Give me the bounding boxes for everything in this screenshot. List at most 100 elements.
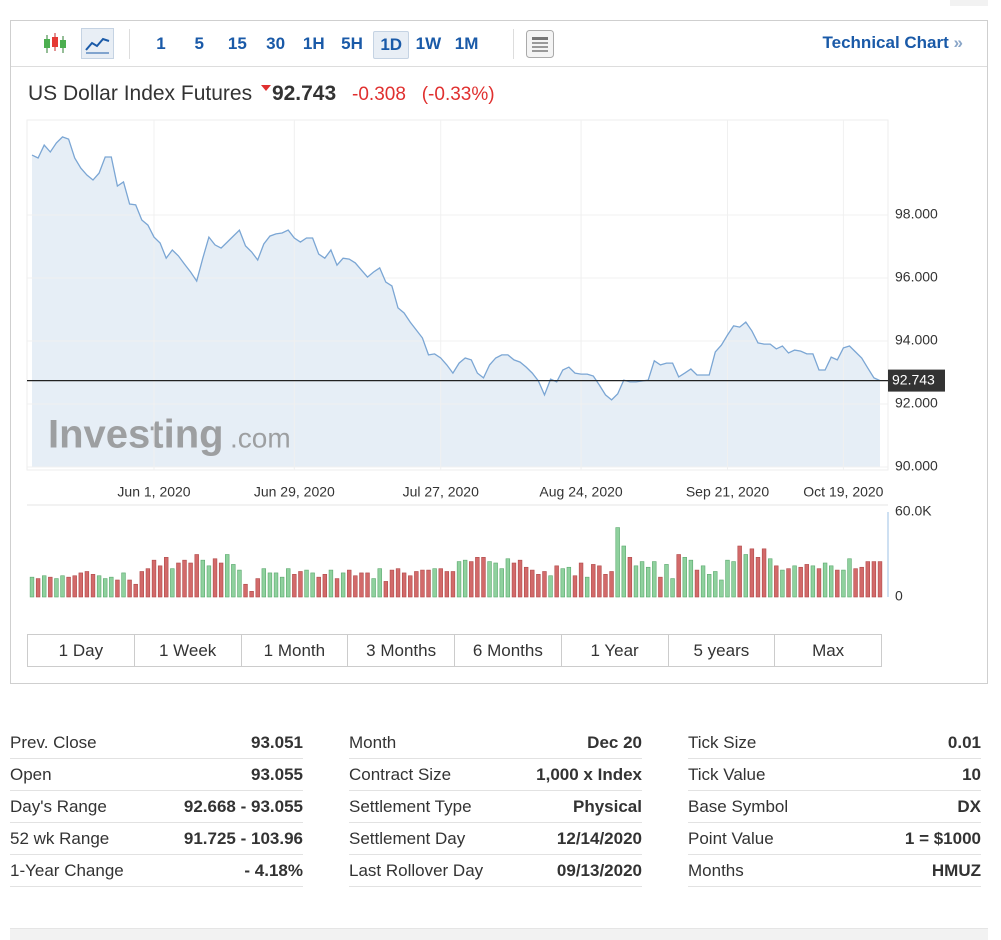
volume-bar — [816, 568, 822, 598]
toolbar: 1 5 15 30 1H 5H 1D 1W 1M Technical Chart » — [11, 21, 987, 67]
range-button[interactable]: 1 Day — [58, 641, 104, 660]
interval-button[interactable]: 1H — [302, 34, 325, 53]
volume-bar — [499, 568, 504, 598]
interval-button[interactable]: 1M — [454, 34, 479, 53]
volume-bar — [743, 554, 748, 598]
volume-bar — [353, 575, 358, 598]
volume-bar — [731, 561, 736, 598]
volume-bar — [121, 572, 126, 598]
volume-bar — [426, 569, 431, 598]
chart: Investing .com 90.000 92.000 94.000 96.000 9… — [26, 119, 945, 604]
volume-bar — [621, 545, 626, 598]
volume-bar — [408, 575, 413, 598]
volume-bar — [639, 561, 645, 598]
technical-chart-link[interactable]: Technical Chart » — [823, 33, 963, 53]
volume-bar — [554, 565, 559, 598]
volume-bar — [786, 568, 791, 598]
specs-row: Contract Size 1,000 x Index — [349, 759, 642, 791]
interval-button[interactable]: 5H — [341, 34, 363, 53]
volume-bar — [383, 581, 389, 598]
volume-bar — [682, 557, 687, 598]
volume-bar — [505, 558, 511, 598]
specs-label: Last Rollover Day — [349, 861, 484, 880]
volume-bar — [584, 576, 590, 598]
specs-row: Settlement Type Physical — [349, 791, 642, 823]
interval-button[interactable]: 1D — [373, 31, 410, 59]
volume-bar — [560, 568, 565, 598]
volume-bar — [767, 558, 773, 598]
interval-button[interactable]: 15 — [227, 34, 247, 53]
specs-value: 91.725 - 103.96 — [183, 829, 303, 848]
volume-bar — [103, 578, 108, 598]
range-button[interactable]: 6 Months — [454, 635, 561, 666]
specs-value: DX — [957, 797, 981, 816]
volume-bar — [72, 575, 77, 598]
volume-bar — [176, 562, 181, 598]
volume-bar — [865, 561, 870, 598]
volume-bar — [841, 569, 846, 598]
volume-bar — [822, 562, 828, 598]
volume-bar — [835, 569, 840, 598]
volume-bar — [603, 574, 608, 598]
candle-icon[interactable] — [41, 31, 69, 57]
specs-row: 1-Year Change - 4.18% — [10, 855, 303, 887]
volume-bar — [334, 578, 340, 598]
volume-bar — [456, 561, 462, 598]
specs-value: - 4.18% — [244, 861, 303, 880]
range-button[interactable]: 3 Months — [347, 635, 454, 666]
interval-button[interactable]: 5 — [194, 34, 204, 53]
widget-frame — [10, 20, 988, 684]
line-area — [32, 136, 880, 467]
volume-bar — [609, 571, 614, 598]
range-button[interactable]: 1 Month — [240, 635, 348, 666]
volume-bar — [591, 564, 596, 598]
x-tick-label: Oct 19, 2020 — [803, 484, 883, 500]
volume-bar — [859, 566, 864, 598]
interval-button[interactable]: 1 — [156, 34, 166, 53]
volume-bar — [523, 566, 529, 598]
link-text[interactable]: Technical Chart — [822, 33, 949, 52]
range-button[interactable]: 1 Week — [133, 635, 241, 666]
line-icon[interactable] — [81, 28, 114, 59]
layout-icon[interactable] — [525, 29, 555, 59]
interval-button[interactable]: 30 — [266, 34, 286, 53]
volume-bar — [395, 568, 401, 598]
volume-bar — [359, 572, 364, 598]
specs-label: Settlement Type — [349, 797, 472, 816]
volume-bar — [719, 579, 724, 598]
volume-bar — [231, 564, 236, 598]
specs-row: Settlement Day 12/14/2020 — [349, 823, 642, 855]
volume-bar — [780, 569, 785, 598]
specs-column: Tick Size 0.01 Tick Value 10 Base Symbol DX Po… — [688, 727, 981, 887]
specs-value: 92.668 - 93.055 — [183, 797, 303, 816]
volume-bar — [48, 576, 53, 598]
range-selector: 1 Day 1 Week 1 Month 3 Months 6 Months 1 Year… — [27, 634, 882, 667]
volume-bar — [414, 571, 419, 598]
volume-bar — [225, 554, 230, 598]
footer-strip — [10, 928, 988, 940]
volume-bar — [170, 568, 175, 598]
volume-bar — [145, 568, 151, 598]
volume-bar — [615, 527, 620, 598]
specs-label: Open — [10, 765, 52, 784]
range-button[interactable]: Max — [774, 635, 881, 666]
specs-row: Point Value 1 = $1000 — [688, 823, 981, 855]
volume-bar — [298, 571, 303, 598]
volume-bar — [536, 574, 541, 598]
volume-bar — [438, 568, 443, 598]
range-button[interactable]: 5 years — [667, 635, 775, 666]
volume-bar — [713, 571, 718, 598]
volume-bar — [292, 574, 297, 598]
specs-column: Prev. Close 93.051 Open 93.055 Day's Range 92… — [10, 727, 303, 887]
volume-bar — [810, 565, 816, 598]
range-button[interactable]: 1 Year — [560, 635, 668, 666]
interval-button[interactable]: 1W — [415, 34, 442, 53]
volume-bar — [877, 561, 883, 598]
volume-bar — [237, 569, 242, 598]
x-tick-label: Jun 1, 2020 — [117, 484, 190, 500]
volume-bar — [389, 569, 395, 598]
specs-label: Day's Range — [10, 797, 107, 816]
volume-bar — [322, 574, 328, 598]
specs-value: 93.051 — [251, 733, 303, 752]
volume-bar — [139, 571, 145, 598]
